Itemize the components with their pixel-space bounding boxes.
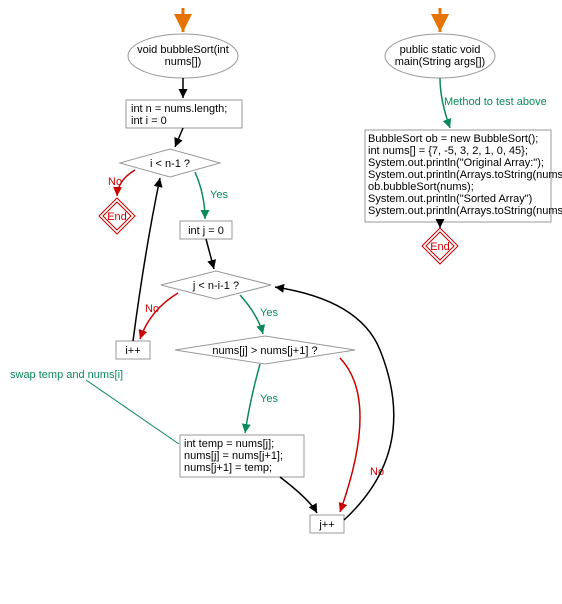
main-note-label: Method to test above xyxy=(444,96,547,108)
d1-no-label: No xyxy=(108,176,122,188)
d3-yes-label: Yes xyxy=(260,393,278,405)
swap-l2: nums[j] = nums[j+1]; xyxy=(184,450,283,462)
init-box-l1: int n = nums.length; xyxy=(131,103,227,115)
swap-l3: nums[j+1] = temp; xyxy=(184,462,272,474)
d1-yes-label: Yes xyxy=(210,189,228,201)
mb-l1: BubbleSort ob = new BubbleSort(); xyxy=(368,133,538,145)
mb-l2: int nums[] = {7, -5, 3, 2, 1, 0, 45}; xyxy=(368,145,528,157)
arrow-d3-jpp xyxy=(340,358,360,512)
cond-i-label: i < n-1 ? xyxy=(150,158,190,170)
mb-l4: System.out.println(Arrays.toString(nums)… xyxy=(368,169,562,181)
swap-l1: int temp = nums[j]; xyxy=(184,438,274,450)
arrow-jpp-d2 xyxy=(275,287,394,520)
arrow-swap-jpp xyxy=(280,477,317,513)
jpp-label: j++ xyxy=(318,519,334,531)
arrow-d2-ipp xyxy=(140,293,178,339)
arrow-ipp-d1 xyxy=(133,178,160,341)
bubblesort-func-label-2: nums[]) xyxy=(165,56,202,68)
j-init-label: int j = 0 xyxy=(188,225,224,237)
end-left-label: End xyxy=(107,211,127,223)
mb-l6: System.out.println("Sorted Array") xyxy=(368,193,532,205)
bubblesort-func-label-1: void bubbleSort(int xyxy=(137,44,229,56)
d2-yes-label: Yes xyxy=(260,307,278,319)
init-box-l2: int i = 0 xyxy=(131,115,167,127)
main-func-l2: main(String args[]) xyxy=(395,56,485,68)
arrow-d3-swap xyxy=(245,364,260,433)
swap-note-label: swap temp and nums[i] xyxy=(10,369,123,381)
main-func-l1: public static void xyxy=(400,44,481,56)
arrow-b1-d1 xyxy=(175,128,183,147)
d2-no-label: No xyxy=(145,303,159,315)
cond-j-label: j < n-i-1 ? xyxy=(192,280,239,292)
arrow-d1-b2 xyxy=(195,172,205,219)
ipp-label: i++ xyxy=(125,345,140,357)
mb-l3: System.out.println("Original Array:"); xyxy=(368,157,544,169)
mb-l5: ob.bubbleSort(nums); xyxy=(368,181,474,193)
swap-note-leader xyxy=(86,380,179,444)
arrow-b2-d2 xyxy=(206,239,214,269)
mb-l7: System.out.println(Arrays.toString(nums)… xyxy=(368,205,562,217)
end-right-label: End xyxy=(430,241,450,253)
cond-swap-label: nums[j] > nums[j+1] ? xyxy=(212,345,317,357)
